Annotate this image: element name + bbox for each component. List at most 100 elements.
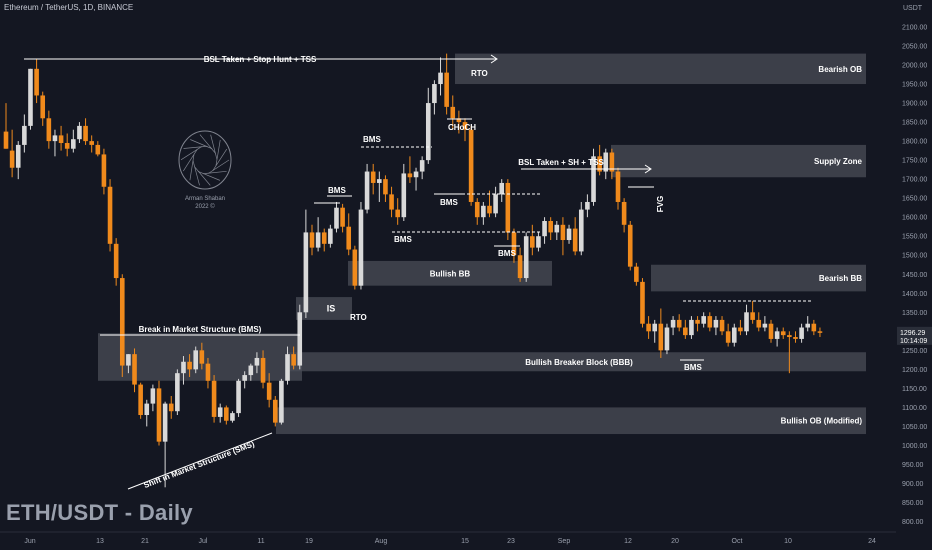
candle-body[interactable] — [572, 228, 578, 252]
candle-body[interactable] — [603, 152, 609, 172]
candle-body[interactable] — [144, 403, 150, 416]
candle-body[interactable] — [774, 331, 780, 339]
candle-body[interactable] — [156, 388, 162, 442]
candle-body[interactable] — [560, 224, 566, 241]
candle-body[interactable] — [187, 361, 192, 370]
candle-body[interactable] — [95, 144, 101, 155]
candle-body[interactable] — [315, 232, 321, 248]
candle-body[interactable] — [279, 380, 284, 423]
candle-body[interactable] — [707, 316, 713, 328]
candle-body[interactable] — [377, 179, 382, 183]
candle-body[interactable] — [58, 135, 64, 144]
candle-body[interactable] — [597, 156, 602, 172]
candle-body[interactable] — [487, 205, 492, 214]
candle-body[interactable] — [566, 228, 572, 241]
candle-body[interactable] — [224, 407, 229, 421]
candle-body[interactable] — [217, 407, 223, 417]
candle-body[interactable] — [438, 72, 443, 85]
candle-body[interactable] — [291, 354, 296, 366]
candle-body[interactable] — [107, 186, 113, 244]
candle-body[interactable] — [181, 361, 186, 374]
candle-body[interactable] — [762, 323, 768, 328]
candle-body[interactable] — [670, 319, 676, 328]
candle-body[interactable] — [615, 171, 621, 202]
candle-body[interactable] — [321, 232, 327, 244]
candle-body[interactable] — [499, 182, 505, 195]
candle-body[interactable] — [358, 209, 364, 286]
candle-body[interactable] — [462, 122, 468, 130]
candle-body[interactable] — [817, 331, 823, 333]
candle-body[interactable] — [132, 354, 137, 385]
candle-body[interactable] — [474, 201, 480, 218]
candle-body[interactable] — [530, 236, 535, 248]
candle-body[interactable] — [511, 232, 517, 256]
candle-body[interactable] — [236, 380, 241, 414]
candle-body[interactable] — [101, 154, 107, 187]
candle-body[interactable] — [652, 323, 658, 332]
candle-body[interactable] — [425, 103, 431, 161]
candle-body[interactable] — [493, 194, 498, 214]
candle-body[interactable] — [456, 118, 462, 123]
candle-body[interactable] — [419, 160, 425, 172]
candle-body[interactable] — [28, 68, 33, 126]
candle-body[interactable] — [750, 312, 755, 320]
candle-body[interactable] — [542, 220, 547, 237]
candle-body[interactable] — [401, 173, 407, 218]
candle-body[interactable] — [646, 323, 651, 332]
candle-body[interactable] — [395, 209, 400, 218]
candle-body[interactable] — [248, 365, 254, 376]
candle-body[interactable] — [297, 312, 303, 366]
candle-body[interactable] — [621, 201, 627, 225]
candle-body[interactable] — [640, 281, 645, 324]
candle-body[interactable] — [432, 84, 437, 104]
candle-body[interactable] — [199, 350, 205, 364]
candle-body[interactable] — [683, 327, 688, 336]
candle-body[interactable] — [413, 171, 419, 178]
candle-body[interactable] — [260, 357, 266, 383]
candle-body[interactable] — [254, 357, 260, 366]
candle-body[interactable] — [536, 236, 541, 248]
candle-body[interactable] — [3, 131, 9, 149]
candle-body[interactable] — [744, 312, 749, 332]
candle-body[interactable] — [787, 335, 792, 338]
candle-body[interactable] — [793, 337, 798, 339]
candle-body[interactable] — [585, 201, 590, 210]
candle-body[interactable] — [676, 319, 682, 328]
candle-body[interactable] — [811, 323, 817, 332]
candle-body[interactable] — [481, 205, 486, 218]
candle-body[interactable] — [168, 403, 174, 412]
candle-body[interactable] — [609, 152, 615, 172]
candle-body[interactable] — [309, 232, 315, 248]
candle-body[interactable] — [34, 68, 39, 96]
candle-body[interactable] — [334, 207, 339, 229]
candle-body[interactable] — [119, 278, 125, 366]
candle-body[interactable] — [450, 106, 456, 119]
candle-body[interactable] — [205, 363, 211, 381]
candle-body[interactable] — [9, 150, 15, 168]
candle-body[interactable] — [578, 209, 584, 252]
candle-body[interactable] — [627, 224, 633, 267]
candle-body[interactable] — [242, 375, 247, 381]
candle-body[interactable] — [285, 354, 290, 381]
candle-body[interactable] — [138, 384, 143, 416]
candle-body[interactable] — [46, 118, 52, 142]
candle-body[interactable] — [468, 129, 474, 202]
candle-body[interactable] — [162, 403, 168, 442]
candle-body[interactable] — [266, 382, 272, 400]
candle-body[interactable] — [64, 143, 70, 149]
price-axis[interactable] — [896, 0, 932, 550]
candle-body[interactable] — [548, 220, 553, 233]
candle-body[interactable] — [370, 171, 376, 183]
candle-body[interactable] — [517, 255, 523, 279]
candle-body[interactable] — [175, 373, 180, 412]
candle-body[interactable] — [71, 139, 76, 149]
candle-body[interactable] — [211, 380, 217, 417]
candle-body[interactable] — [554, 224, 560, 233]
candle-body[interactable] — [805, 323, 811, 328]
candle-body[interactable] — [328, 228, 333, 244]
candle-body[interactable] — [126, 354, 131, 366]
candle-body[interactable] — [340, 207, 345, 227]
candle-body[interactable] — [113, 243, 119, 279]
candle-body[interactable] — [634, 266, 639, 282]
